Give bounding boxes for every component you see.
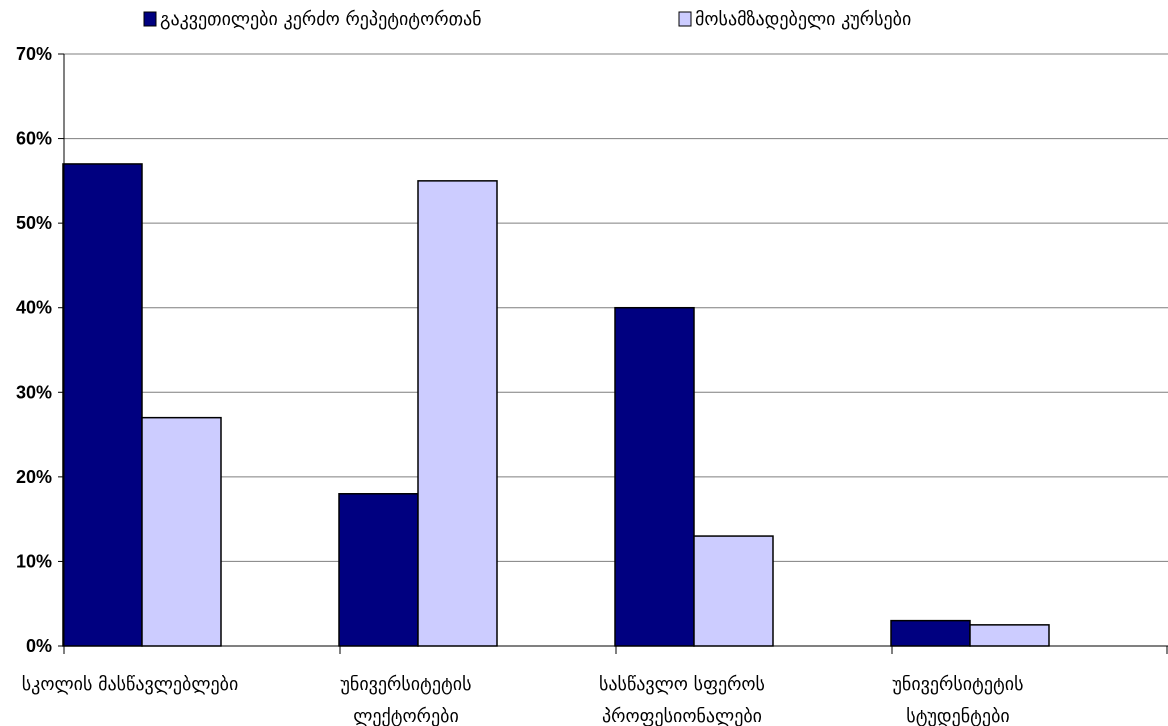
legend: გაკვეთილები კერძო რეპეტიტორთან მოსამზადებ…	[143, 9, 911, 30]
bar-series-1-category-3	[614, 306, 695, 647]
x-category-label: სასწავლო სფეროს პროფესიონალები	[599, 674, 765, 726]
axes	[58, 53, 1168, 654]
bar-series-1-category-4	[890, 619, 971, 647]
legend-label-2: მოსამზადებელი კურსები	[695, 9, 911, 30]
bar-series-2-category-3	[693, 535, 774, 647]
x-category-label: უნივერსიტეტის ლექტორები	[341, 674, 472, 726]
y-tick-label: 20%	[16, 467, 52, 487]
bar-series-1-category-1	[62, 163, 143, 647]
bar-series-2-category-2	[417, 180, 498, 647]
y-tick-label: 40%	[16, 298, 52, 318]
legend-swatch-2	[678, 11, 692, 27]
bar-series-2-category-4	[969, 624, 1050, 647]
y-tick-label: 0%	[26, 636, 52, 656]
legend-label-1: გაკვეთილები კერძო რეპეტიტორთან	[160, 9, 482, 30]
y-tick-label: 30%	[16, 382, 52, 402]
y-tick-label: 10%	[16, 551, 52, 571]
bars	[62, 163, 1050, 647]
x-category-label: სკოლის მასწავლებლები	[22, 674, 239, 695]
x-category-label: უნივერსიტეტის სტუდენტები	[893, 674, 1024, 726]
y-tick-label: 70%	[16, 44, 52, 64]
y-tick-label: 50%	[16, 213, 52, 233]
y-tick-label: 60%	[16, 129, 52, 149]
bar-series-2-category-1	[141, 416, 222, 647]
legend-swatch-1	[143, 11, 157, 27]
bar-series-1-category-2	[338, 493, 419, 647]
axis-labels: 0% 10% 20% 30% 40% 50% 60% 70% სკოლის მასწავლებლ…	[16, 44, 1024, 726]
